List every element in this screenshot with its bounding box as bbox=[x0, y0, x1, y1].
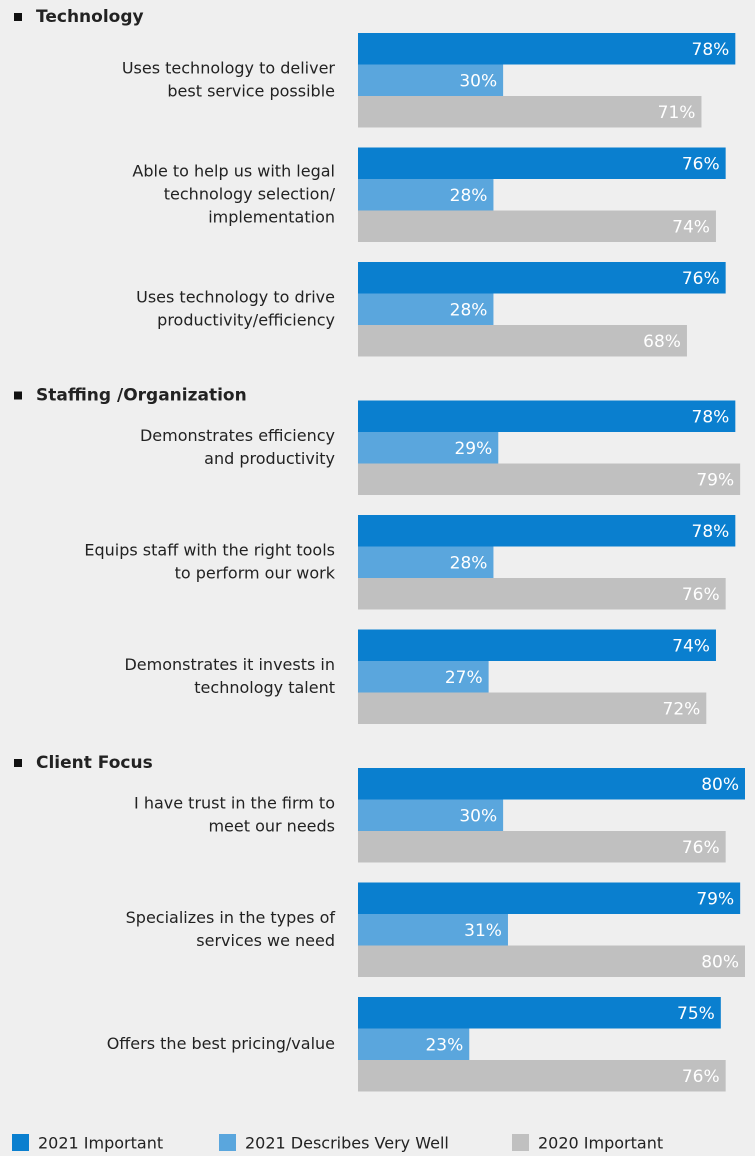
bar bbox=[358, 997, 721, 1029]
value-label: 80% bbox=[701, 775, 739, 795]
item-label: I have trust in the firm to bbox=[134, 793, 335, 812]
value-label: 76% bbox=[682, 838, 720, 858]
bar bbox=[358, 629, 716, 661]
legend-label: 2020 Important bbox=[538, 1134, 663, 1153]
item-label: best service possible bbox=[167, 81, 335, 100]
value-label: 79% bbox=[696, 889, 734, 909]
item-label: to perform our work bbox=[175, 563, 336, 582]
value-label: 78% bbox=[692, 40, 730, 60]
bar bbox=[358, 33, 736, 65]
bar bbox=[358, 64, 504, 96]
value-label: 29% bbox=[454, 439, 492, 459]
bar bbox=[358, 147, 726, 179]
value-label: 75% bbox=[677, 1004, 715, 1024]
item-label: Specializes in the types of bbox=[126, 908, 336, 927]
item-label: services we need bbox=[196, 931, 335, 950]
value-label: 28% bbox=[450, 186, 488, 206]
value-label: 71% bbox=[658, 103, 696, 123]
value-label: 74% bbox=[672, 636, 710, 656]
bar bbox=[358, 661, 489, 693]
item-label: Uses technology to deliver bbox=[122, 58, 336, 77]
bar bbox=[358, 325, 687, 357]
section-title: Technology bbox=[36, 7, 144, 27]
value-label: 74% bbox=[672, 217, 710, 237]
bar bbox=[358, 515, 736, 547]
value-label: 68% bbox=[643, 332, 681, 352]
bar bbox=[358, 914, 508, 946]
value-label: 23% bbox=[425, 1035, 463, 1055]
value-label: 72% bbox=[663, 699, 701, 719]
value-label: 31% bbox=[464, 921, 502, 941]
item-label: implementation bbox=[208, 207, 335, 226]
bar bbox=[358, 463, 741, 495]
bar bbox=[358, 293, 494, 325]
value-label: 78% bbox=[692, 522, 730, 542]
value-label: 80% bbox=[701, 952, 739, 972]
value-label: 27% bbox=[445, 668, 483, 688]
bar bbox=[358, 96, 702, 128]
bar bbox=[358, 400, 736, 432]
item-label: Able to help us with legal bbox=[132, 161, 335, 180]
item-label: Demonstrates it invests in bbox=[124, 655, 335, 674]
value-label: 28% bbox=[450, 300, 488, 320]
bar bbox=[358, 432, 499, 464]
legend-swatch bbox=[512, 1134, 529, 1151]
value-label: 28% bbox=[450, 553, 488, 573]
item-label: meet our needs bbox=[208, 816, 335, 835]
bar bbox=[358, 210, 716, 242]
section-bullet bbox=[14, 391, 22, 400]
item-label: technology talent bbox=[194, 678, 335, 697]
bar bbox=[358, 578, 726, 610]
item-label: Uses technology to drive bbox=[136, 287, 335, 306]
section-bullet bbox=[14, 759, 22, 767]
value-label: 76% bbox=[682, 269, 720, 289]
value-label: 76% bbox=[682, 1067, 720, 1087]
item-label: productivity/efficiency bbox=[157, 310, 335, 329]
bar bbox=[358, 831, 726, 863]
value-label: 76% bbox=[682, 585, 720, 605]
bar bbox=[358, 179, 494, 211]
value-label: 76% bbox=[682, 154, 720, 174]
section-title: Client Focus bbox=[36, 753, 153, 773]
item-label: technology selection/ bbox=[164, 184, 336, 203]
bar bbox=[358, 768, 745, 800]
bar bbox=[358, 262, 726, 294]
bar bbox=[358, 945, 745, 977]
item-label: Demonstrates efficiency bbox=[140, 426, 335, 445]
bar bbox=[358, 799, 504, 831]
value-label: 30% bbox=[459, 806, 497, 826]
section-bullet bbox=[14, 13, 22, 21]
item-label: Equips staff with the right tools bbox=[84, 540, 335, 559]
section-title: Staffing /Organization bbox=[36, 386, 247, 406]
value-label: 79% bbox=[696, 470, 734, 490]
bar bbox=[358, 882, 741, 914]
bar bbox=[358, 1060, 726, 1092]
bar bbox=[358, 546, 494, 578]
bar bbox=[358, 692, 707, 724]
legend-label: 2021 Describes Very Well bbox=[245, 1134, 449, 1153]
bar bbox=[358, 1028, 470, 1060]
value-label: 78% bbox=[692, 407, 730, 427]
legend-label: 2021 Important bbox=[38, 1134, 163, 1153]
legend-swatch bbox=[12, 1134, 29, 1151]
value-label: 30% bbox=[459, 71, 497, 91]
item-label: Offers the best pricing/value bbox=[107, 1034, 335, 1053]
legend-swatch bbox=[219, 1134, 236, 1151]
item-label: and productivity bbox=[204, 449, 335, 468]
